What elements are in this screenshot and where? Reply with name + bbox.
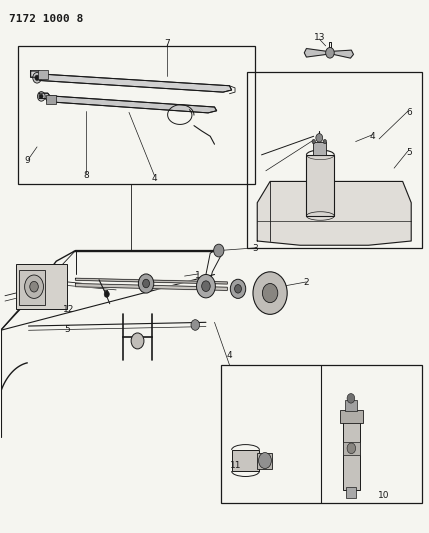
Circle shape: [312, 140, 315, 144]
Circle shape: [235, 285, 242, 293]
Circle shape: [323, 140, 326, 144]
Bar: [345, 400, 357, 411]
Bar: [343, 442, 360, 455]
Polygon shape: [257, 181, 411, 245]
Text: 4: 4: [227, 351, 232, 360]
Text: 8: 8: [83, 171, 89, 180]
Polygon shape: [30, 71, 232, 92]
Bar: [346, 487, 356, 498]
Circle shape: [263, 284, 278, 303]
Text: 7: 7: [103, 290, 109, 299]
Text: 11: 11: [230, 462, 242, 470]
Bar: [306, 155, 334, 216]
Circle shape: [191, 320, 199, 330]
Text: 4: 4: [152, 174, 157, 183]
Bar: [16, 264, 67, 309]
Text: 1: 1: [194, 271, 200, 279]
Polygon shape: [39, 93, 217, 113]
Circle shape: [316, 134, 323, 142]
Text: 3: 3: [252, 245, 258, 254]
Circle shape: [259, 453, 272, 469]
Circle shape: [326, 47, 334, 58]
Text: 6: 6: [406, 108, 412, 117]
Circle shape: [347, 443, 356, 454]
Circle shape: [347, 393, 355, 403]
Polygon shape: [304, 49, 326, 57]
Bar: [45, 95, 56, 104]
Circle shape: [139, 274, 154, 293]
Circle shape: [30, 281, 38, 292]
Text: 7: 7: [165, 39, 170, 48]
Bar: [18, 270, 45, 305]
Circle shape: [33, 72, 41, 83]
Circle shape: [253, 272, 287, 314]
Text: 4: 4: [370, 132, 375, 141]
Bar: [313, 142, 326, 155]
Circle shape: [196, 274, 215, 298]
Circle shape: [104, 291, 109, 297]
Polygon shape: [333, 50, 353, 58]
Text: 10: 10: [378, 490, 389, 499]
Circle shape: [39, 94, 43, 99]
Circle shape: [131, 333, 144, 349]
Polygon shape: [76, 278, 227, 284]
Circle shape: [202, 281, 210, 292]
Bar: [38, 70, 48, 79]
Bar: [343, 421, 360, 490]
Circle shape: [214, 244, 224, 257]
Bar: [247, 72, 422, 248]
Text: 2: 2: [304, 278, 309, 287]
Text: 12: 12: [63, 304, 74, 313]
Text: 13: 13: [314, 34, 325, 43]
Circle shape: [230, 279, 246, 298]
Bar: [232, 450, 260, 471]
Bar: [18, 46, 255, 184]
Bar: [221, 365, 422, 503]
Circle shape: [37, 92, 45, 101]
Text: 7172 1000 8: 7172 1000 8: [9, 14, 84, 24]
Text: 5: 5: [406, 148, 412, 157]
Text: 9: 9: [24, 156, 30, 165]
Circle shape: [35, 75, 39, 80]
Circle shape: [143, 279, 149, 288]
Bar: [340, 410, 363, 423]
Bar: [257, 453, 272, 469]
Circle shape: [24, 275, 43, 298]
Text: 5: 5: [64, 325, 70, 334]
Polygon shape: [76, 284, 227, 290]
